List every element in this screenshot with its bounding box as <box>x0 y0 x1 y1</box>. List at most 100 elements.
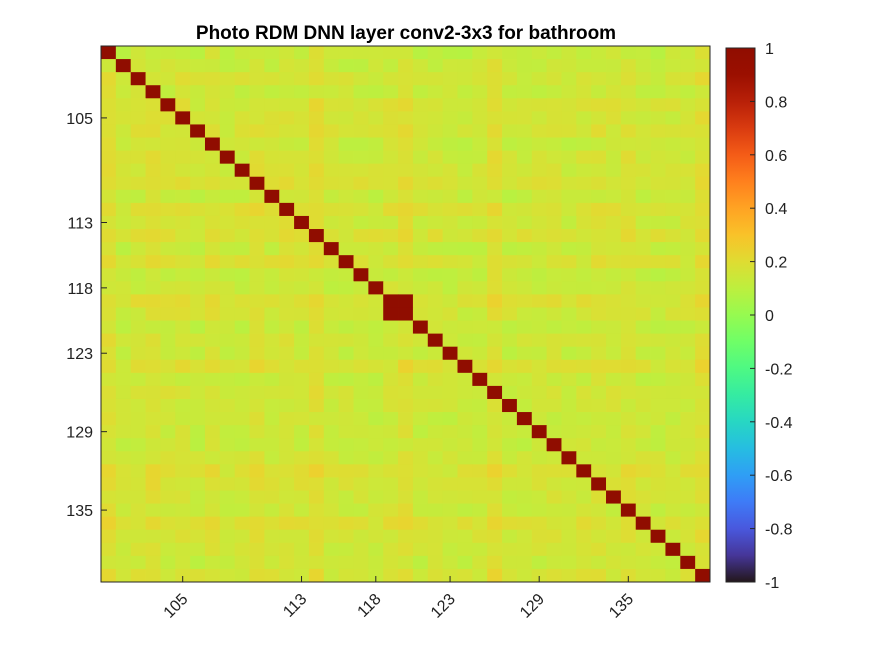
heatmap-cell <box>294 111 310 125</box>
heatmap-cell <box>279 425 295 439</box>
heatmap-cell <box>308 464 325 478</box>
heatmap-cell <box>502 72 518 86</box>
heatmap-cell <box>561 503 577 518</box>
heatmap-cell <box>279 98 295 112</box>
heatmap-cell <box>353 385 369 400</box>
heatmap-cell <box>219 568 236 583</box>
heatmap-cell <box>398 425 414 439</box>
heatmap-cell <box>591 451 607 465</box>
y-tick-label: 135 <box>66 503 93 520</box>
heatmap-cell <box>531 320 548 335</box>
heatmap-cell <box>546 189 562 204</box>
heatmap-cell <box>353 202 369 217</box>
heatmap-cell <box>442 320 458 335</box>
heatmap-cell <box>145 255 161 269</box>
heatmap-cell <box>368 359 384 374</box>
heatmap-cell <box>383 163 399 178</box>
heatmap-cell <box>635 215 651 230</box>
heatmap-cell <box>665 242 681 256</box>
heatmap-cell <box>264 398 280 413</box>
heatmap-cell <box>115 189 132 204</box>
plot-frame <box>100 45 711 583</box>
heatmap-cell <box>561 294 577 308</box>
heatmap-cell <box>680 412 696 426</box>
heatmap-cell <box>279 503 295 518</box>
heatmap-cell <box>279 412 295 426</box>
heatmap-cell <box>650 398 666 413</box>
heatmap-cell <box>101 412 117 426</box>
heatmap-cell <box>665 555 681 570</box>
heatmap-cell <box>591 542 607 557</box>
heatmap-cell <box>650 555 666 570</box>
heatmap-cell <box>368 568 384 583</box>
heatmap-cell <box>442 163 458 178</box>
heatmap-cell <box>516 294 533 308</box>
heatmap-cell <box>338 215 354 230</box>
heatmap-cell <box>620 555 637 570</box>
heatmap-cell <box>695 555 711 570</box>
heatmap-cell <box>502 307 518 321</box>
heatmap-cell <box>650 163 666 178</box>
heatmap-cell <box>249 320 265 335</box>
heatmap-cell <box>576 124 592 138</box>
heatmap-cell <box>234 412 250 426</box>
heatmap-cell <box>323 425 340 439</box>
heatmap-cell <box>502 516 518 531</box>
heatmap-cell <box>279 72 295 86</box>
colorbar-tick-label: 0.6 <box>765 148 787 165</box>
heatmap-cell <box>130 477 146 491</box>
heatmap-cell <box>635 320 651 335</box>
heatmap-cell <box>130 425 146 439</box>
heatmap-cell <box>219 333 236 348</box>
heatmap-cell <box>368 555 384 570</box>
heatmap-cell <box>204 464 221 478</box>
heatmap-cell <box>398 255 414 269</box>
heatmap-cell <box>383 85 399 99</box>
heatmap-cell <box>606 529 622 544</box>
heatmap-cell <box>502 215 518 230</box>
heatmap-cell <box>234 281 250 295</box>
heatmap-cell <box>190 503 206 518</box>
heatmap-cell <box>204 150 221 165</box>
heatmap-cell <box>175 372 191 387</box>
heatmap-cell <box>635 438 651 452</box>
heatmap-cell <box>115 137 132 151</box>
heatmap-cell <box>650 385 666 400</box>
heatmap-cell <box>338 385 354 400</box>
heatmap-cell <box>695 137 711 151</box>
heatmap-cell <box>427 451 444 465</box>
heatmap-cell <box>457 568 473 583</box>
heatmap-cell <box>546 46 562 60</box>
heatmap-cell <box>234 294 250 308</box>
heatmap-cell <box>130 176 146 191</box>
heatmap-cell <box>383 346 399 361</box>
heatmap-cell <box>502 385 518 400</box>
heatmap-cell <box>620 281 637 295</box>
heatmap-cell <box>576 268 592 282</box>
heatmap-cell <box>472 242 488 256</box>
heatmap-cell <box>398 320 414 335</box>
heatmap-cell <box>606 176 622 191</box>
heatmap-cell <box>472 111 488 125</box>
heatmap-cell <box>368 242 384 256</box>
heatmap-cell <box>145 72 161 86</box>
heatmap-cell <box>591 176 607 191</box>
heatmap-cell <box>427 346 444 361</box>
heatmap-cell <box>368 333 384 348</box>
heatmap-cell <box>531 307 548 321</box>
chart-title: Photo RDM DNN layer conv2-3x3 for bathro… <box>196 23 616 44</box>
heatmap-cell <box>101 529 117 544</box>
heatmap-cell <box>695 111 711 125</box>
heatmap-cell <box>160 281 176 295</box>
heatmap-cell <box>591 503 607 518</box>
heatmap-cell <box>249 98 265 112</box>
heatmap-cell <box>635 163 651 178</box>
heatmap-cell <box>680 294 696 308</box>
heatmap-cell <box>516 72 533 86</box>
heatmap-cell <box>576 281 592 295</box>
heatmap-cell <box>606 72 622 86</box>
heatmap-cell <box>101 307 117 321</box>
heatmap-cell <box>101 320 117 335</box>
heatmap-cell <box>204 542 221 557</box>
heatmap-cell <box>279 163 295 178</box>
